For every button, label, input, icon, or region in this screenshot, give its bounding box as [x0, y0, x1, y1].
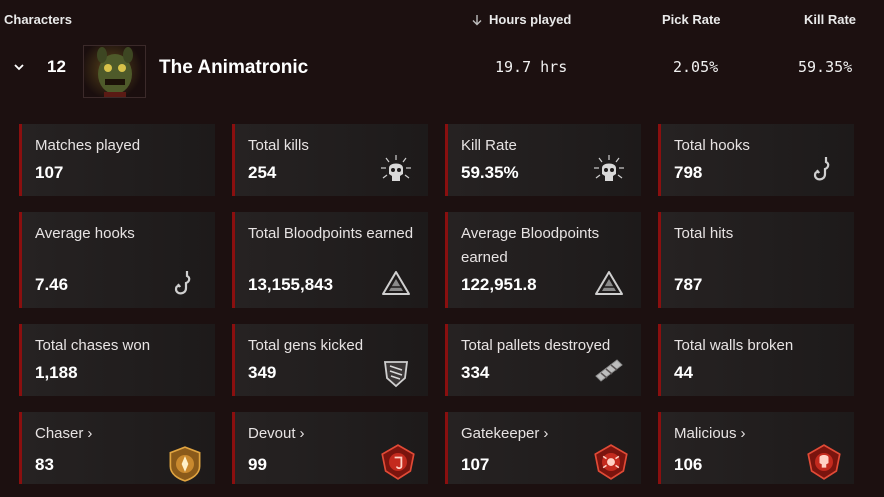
stat-value: 798 [674, 163, 703, 182]
stat-value: 44 [674, 363, 693, 382]
stat-card-total-kills: Total kills 254 [232, 124, 428, 196]
stat-value: 349 [248, 363, 277, 382]
character-rank: 12 [47, 57, 66, 76]
chaser-emblem-icon [169, 446, 201, 482]
stat-card-gens-kicked: Total gens kicked 349 [232, 324, 428, 396]
malicious-link[interactable]: Malicious › [674, 422, 746, 446]
stat-label: Total hooks [674, 137, 750, 154]
character-row[interactable]: 12 The Animatronic 19.7 hrs 2.05% 59.35% [0, 40, 884, 98]
hours-played-column-header[interactable]: Hours played [471, 12, 571, 27]
arrow-down-icon [472, 14, 482, 25]
stat-label: Devout [248, 425, 296, 442]
kill-rate-value: 59.35% [798, 58, 853, 76]
stat-card-average-bloodpoints: Average Bloodpoints earned 122,951.8 [445, 212, 641, 308]
stat-label: Malicious [674, 425, 737, 442]
stat-value: 787 [674, 275, 703, 294]
characters-column-header[interactable]: Characters [4, 12, 72, 27]
stat-value: 1,188 [35, 363, 78, 382]
table-header: Characters Hours played Pick Rate Kill R… [0, 0, 884, 38]
pick-rate-column-header[interactable]: Pick Rate [662, 12, 721, 27]
malicious-emblem-icon [807, 444, 841, 480]
stat-card-chases-won: Total chases won 1,188 [19, 324, 215, 396]
stat-card-malicious[interactable]: Malicious › 106 [658, 412, 854, 484]
stat-card-walls-broken: Total walls broken 44 [658, 324, 854, 396]
kill-rate-column-header[interactable]: Kill Rate [804, 12, 857, 27]
stat-card-matches-played: Matches played 107 [19, 124, 215, 196]
stat-label: Average hooks [35, 225, 135, 242]
stat-card-devout[interactable]: Devout › 99 [232, 412, 428, 484]
stat-value: 107 [461, 455, 490, 474]
stat-value: 122,951.8 [461, 275, 537, 294]
chevron-right-icon: › [543, 425, 549, 442]
stat-label: Average Bloodpoints earned [461, 225, 600, 266]
chevron-right-icon: › [87, 425, 93, 442]
stat-label: Total walls broken [674, 337, 794, 354]
stat-card-total-hooks: Total hooks 798 [658, 124, 854, 196]
stat-value: 106 [674, 455, 703, 474]
stat-value: 83 [35, 455, 54, 474]
stat-value: 254 [248, 163, 277, 182]
chevron-down-icon[interactable] [12, 60, 26, 74]
character-portrait [83, 45, 146, 98]
hook-icon [813, 157, 830, 181]
stat-label: Total kills [248, 137, 309, 154]
stat-label: Chaser [35, 425, 84, 442]
stat-card-average-hooks: Average hooks 7.46 [19, 212, 215, 308]
devout-link[interactable]: Devout › [248, 422, 305, 446]
chevron-right-icon: › [740, 425, 746, 442]
bloodpoints-icon [382, 271, 410, 295]
stat-card-pallets-destroyed: Total pallets destroyed 334 [445, 324, 641, 396]
hook-icon [174, 271, 191, 295]
stat-label: Matches played [35, 137, 141, 154]
stat-card-total-bloodpoints: Total Bloodpoints earned 13,155,843 [232, 212, 428, 308]
gatekeeper-link[interactable]: Gatekeeper › [461, 422, 548, 446]
stat-label: Gatekeeper [461, 425, 540, 442]
skull-icon [381, 155, 411, 181]
stat-value: 13,155,843 [248, 275, 334, 294]
pick-rate-value: 2.05% [673, 58, 719, 76]
stat-value: 107 [35, 163, 64, 182]
stat-card-kill-rate: Kill Rate 59.35% [445, 124, 641, 196]
stat-value: 59.35% [461, 163, 519, 182]
hours-played-value: 19.7 hrs [495, 58, 568, 76]
stat-card-gatekeeper[interactable]: Gatekeeper › 107 [445, 412, 641, 484]
stat-label: Total chases won [35, 337, 151, 354]
stat-value: 99 [248, 455, 267, 474]
chevron-right-icon: › [299, 425, 305, 442]
devout-emblem-icon [381, 444, 415, 480]
stat-card-total-hits: Total hits 787 [658, 212, 854, 308]
character-name: The Animatronic [159, 57, 309, 78]
stat-label: Total Bloodpoints earned [248, 225, 414, 242]
bloodpoints-icon [595, 271, 623, 295]
pallet-icon [595, 359, 623, 382]
hours-played-label: Hours played [489, 12, 572, 27]
stat-label: Total hits [674, 225, 734, 242]
chaser-link[interactable]: Chaser › [35, 422, 92, 446]
stat-label: Total gens kicked [248, 337, 364, 354]
stat-label: Total pallets destroyed [461, 337, 611, 354]
stat-value: 334 [461, 363, 490, 382]
generator-icon [383, 361, 409, 388]
stat-card-chaser[interactable]: Chaser › 83 [19, 412, 215, 484]
gatekeeper-emblem-icon [594, 444, 628, 480]
skull-icon [594, 155, 624, 181]
stat-label: Kill Rate [461, 137, 517, 154]
stat-value: 7.46 [35, 275, 69, 294]
